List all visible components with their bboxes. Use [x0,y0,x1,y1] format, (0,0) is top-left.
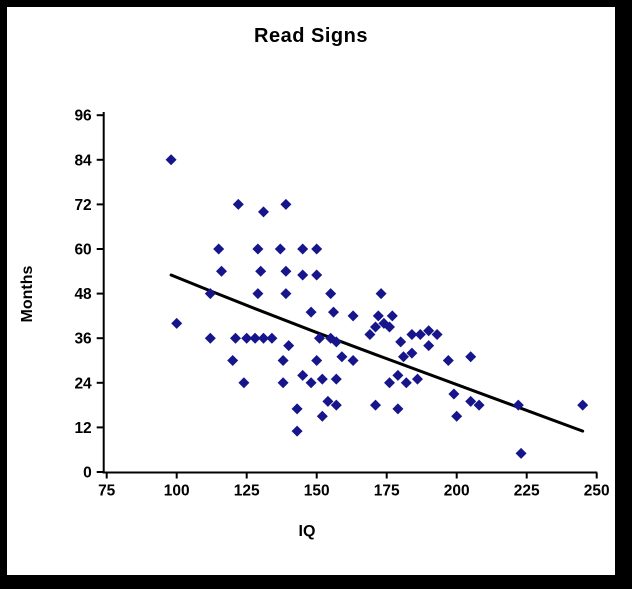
data-point [227,354,239,366]
data-point [204,332,216,344]
data-point [258,206,269,218]
data-point [277,354,289,366]
data-point [330,399,342,411]
data-point [252,243,264,255]
data-point [274,243,286,255]
y-tick-label-24: 24 [74,375,92,392]
data-point [325,288,337,300]
data-point [314,332,325,344]
data-point [384,377,395,389]
data-point [412,373,423,385]
data-point [283,340,295,352]
data-point [291,403,303,415]
plot-area: 0 12 24 36 48 60 72 84 96 75 100 125 150 175 200 225 250 [74,108,610,500]
data-point [213,243,225,255]
data-point [577,399,589,411]
data-point [330,373,342,385]
data-point [451,410,463,422]
data-point [258,332,269,344]
data-point [280,198,292,210]
data-point [473,399,485,411]
x-tick-label-200: 200 [444,483,470,500]
data-point [255,265,267,277]
data-point [406,328,418,340]
data-point [512,399,524,411]
data-point [423,325,435,337]
data-point [252,288,264,300]
data-point [406,347,418,359]
x-tick-label-100: 100 [164,483,190,500]
data-point [370,399,381,411]
data-point [400,377,412,389]
data-point [291,425,303,437]
data-point [465,351,477,363]
data-point [515,447,527,459]
data-point [280,265,292,277]
x-tick-label-125: 125 [234,483,260,500]
data-point [395,336,407,348]
data-point [414,328,426,340]
data-point [316,410,328,422]
data-point [311,243,323,255]
data-point [216,265,227,277]
data-point [398,351,409,363]
data-point [204,288,216,300]
data-point [465,395,477,407]
x-tick-label-175: 175 [374,483,400,500]
data-point [431,328,443,340]
data-point [375,288,387,300]
data-point [384,321,395,333]
data-point [241,332,253,344]
data-point [386,310,398,322]
data-point [171,317,183,329]
data-point [330,336,342,348]
y-tick-label-48: 48 [74,286,92,303]
x-axis-title: IQ [298,523,316,540]
data-point [364,328,376,340]
y-tick-label-36: 36 [74,331,92,348]
data-point [165,154,177,166]
data-point [347,354,359,366]
y-tick-label-96: 96 [74,108,92,125]
x-tick-label-225: 225 [514,483,540,500]
data-point [297,369,309,381]
data-point [336,351,348,363]
data-point [448,388,460,400]
chart-title: Read Signs [254,25,368,47]
y-tick-label-84: 84 [74,152,92,169]
data-point [297,243,309,255]
data-point [392,403,404,415]
data-point [305,306,317,318]
data-point [423,340,435,352]
y-tick-label-72: 72 [74,197,91,214]
data-point [277,377,289,389]
data-point [372,310,384,322]
data-point [305,377,317,389]
data-point [392,369,404,381]
data-point [280,288,292,300]
x-tick-label-250: 250 [584,483,610,500]
chart-canvas: Read Signs Months IQ 0 12 24 36 48 60 72 84 96 75… [7,7,615,575]
data-point [232,198,244,210]
data-point [311,269,323,281]
data-point [316,373,328,385]
data-point [370,321,381,333]
y-tick-label-60: 60 [74,241,91,258]
x-tick-label-75: 75 [98,483,116,500]
data-point [249,332,261,344]
y-tick-label-12: 12 [74,420,91,437]
data-point [238,377,250,389]
scatter-points [165,154,589,459]
data-point [347,310,359,322]
data-point [266,332,278,344]
data-point [322,395,334,407]
data-point [311,354,323,366]
data-point [297,269,309,281]
y-tick-label-0: 0 [83,465,92,482]
data-point [230,332,241,344]
data-point [442,354,454,366]
x-tick-label-150: 150 [304,483,330,500]
data-point [328,306,339,318]
